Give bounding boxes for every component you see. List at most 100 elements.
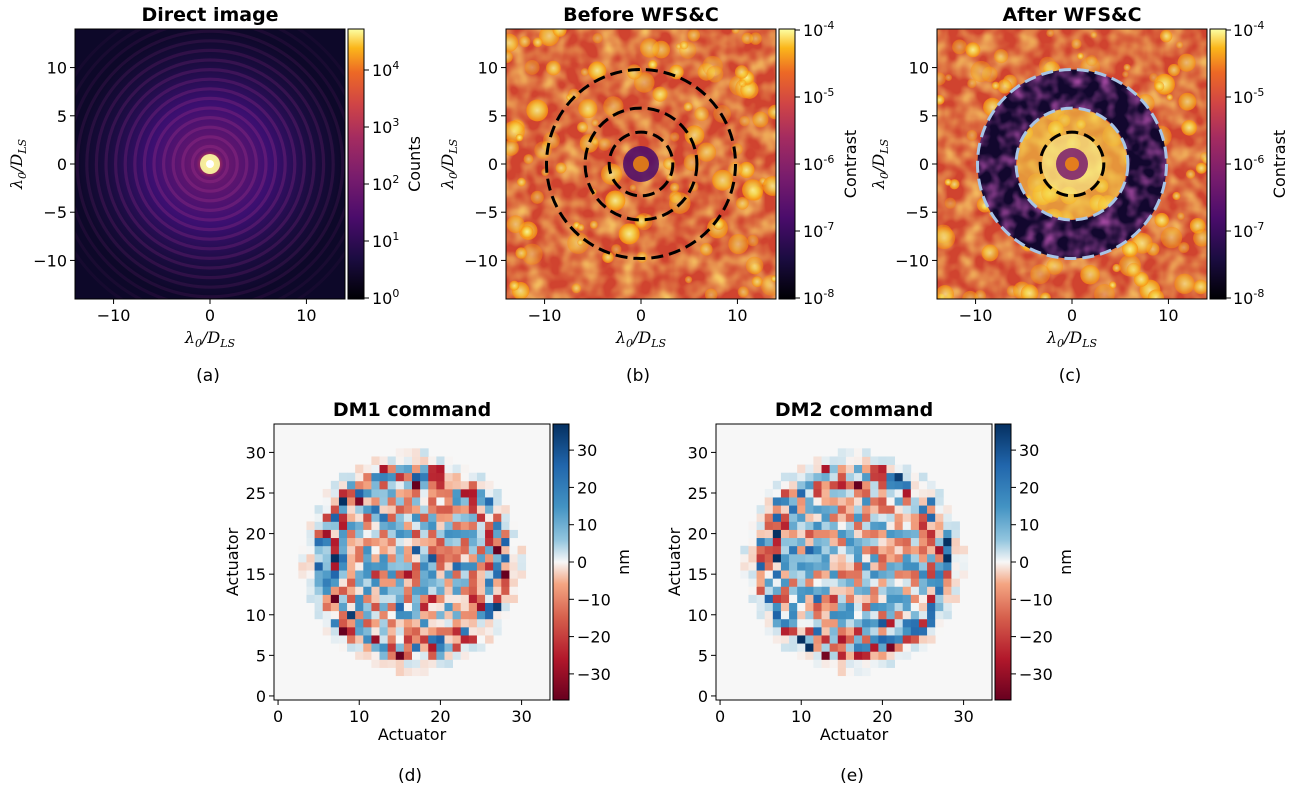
actuator-cell	[460, 618, 470, 628]
actuator-cell	[821, 594, 831, 603]
y-tick-label: −10	[33, 251, 67, 270]
actuator-cell	[845, 610, 855, 620]
speckle	[752, 111, 769, 128]
actuator-cell	[403, 456, 413, 465]
actuator-cell	[395, 586, 405, 595]
actuator-cell	[927, 586, 936, 595]
actuator-cell	[910, 562, 920, 571]
actuator-cell	[428, 488, 437, 498]
actuator-cell	[379, 472, 389, 482]
actuator-cell	[813, 488, 822, 498]
actuator-cell	[363, 545, 372, 555]
actuator-cell	[748, 553, 757, 563]
actuator-cell	[509, 570, 518, 579]
actuator-cell	[412, 578, 421, 587]
actuator-cell	[493, 602, 502, 612]
actuator-cell	[854, 626, 863, 636]
speckle	[519, 35, 531, 48]
actuator-cell	[387, 578, 397, 587]
actuator-cell	[829, 513, 839, 522]
colorbar-tick-label: 10-6	[803, 153, 834, 174]
actuator-cell	[387, 497, 397, 506]
actuator-cell	[347, 537, 356, 547]
speckle	[685, 276, 693, 284]
actuator-cell	[330, 537, 340, 547]
x-tick-label: 10	[791, 707, 811, 726]
actuator-cell	[764, 562, 774, 571]
speckle	[696, 142, 717, 162]
actuator-cell	[902, 570, 912, 579]
actuator-cell	[927, 610, 936, 620]
actuator-cell	[813, 586, 822, 595]
speckle	[506, 33, 519, 52]
y-axis-label: Actuator	[665, 527, 684, 596]
actuator-cell	[436, 529, 445, 539]
colorbar-ticks: 30 20 10 0 −10 −20 −30	[569, 441, 611, 684]
actuator-cell	[805, 505, 814, 514]
actuator-cell	[837, 497, 847, 506]
actuator-cell	[910, 643, 920, 652]
actuator-cell	[845, 488, 855, 498]
actuator-cell	[379, 464, 389, 474]
speckle	[639, 38, 660, 58]
speckle	[739, 115, 750, 127]
actuator-cell	[927, 488, 936, 498]
actuator-cell	[805, 562, 814, 571]
speckle	[634, 214, 648, 228]
actuator-cell	[387, 562, 397, 571]
actuator-cell	[493, 594, 502, 603]
actuator-cell	[314, 521, 324, 530]
actuator-cell	[797, 545, 806, 555]
actuator-cell	[395, 456, 405, 465]
actuator-cell	[902, 488, 912, 498]
actuator-cell	[420, 635, 429, 644]
actuator-cell	[910, 570, 920, 579]
actuator-cell	[306, 529, 315, 539]
speckle	[751, 276, 763, 288]
actuator-cell	[886, 488, 895, 498]
colorbar-tick-label: 104	[372, 59, 399, 80]
actuator-cell	[412, 635, 421, 644]
actuator-cell	[379, 594, 389, 603]
actuator-cell	[412, 570, 421, 579]
actuator-cell	[918, 594, 928, 603]
x-tick-label: 0	[636, 306, 646, 325]
actuator-cell	[854, 472, 863, 482]
actuator-cell	[322, 578, 332, 587]
actuator-cell	[821, 513, 831, 522]
actuator-cell	[821, 497, 831, 506]
actuator-cell	[428, 497, 437, 506]
actuator-cell	[805, 594, 814, 603]
actuator-cell	[837, 488, 847, 498]
actuator-cell	[444, 513, 453, 522]
y-tick-label: −10	[895, 251, 929, 270]
actuator-cell	[355, 505, 364, 514]
actuator-cell	[772, 626, 782, 636]
airy-ring	[133, 87, 287, 241]
actuator-cell	[870, 610, 879, 620]
actuator-cell	[886, 618, 895, 628]
actuator-cell	[959, 553, 969, 563]
airy-rings	[75, 29, 345, 299]
actuator-cell	[460, 553, 470, 563]
actuator-cell	[509, 586, 518, 595]
actuator-cell	[854, 521, 863, 530]
actuator-cell	[886, 643, 895, 652]
actuator-cell	[428, 562, 437, 571]
actuator-cell	[862, 602, 871, 612]
y-tick-label: 20	[246, 525, 266, 544]
actuator-cell	[509, 594, 518, 603]
actuator-cell	[902, 635, 912, 644]
actuator-cell	[436, 651, 445, 660]
actuator-cell	[902, 562, 912, 571]
speckle	[520, 225, 534, 239]
actuator-cell	[918, 537, 928, 547]
actuator-cell	[428, 505, 437, 514]
actuator-cell	[485, 610, 494, 620]
actuator-cell	[845, 472, 855, 482]
actuator-cell	[436, 618, 445, 628]
actuator-cell	[314, 529, 324, 539]
actuator-cell	[813, 505, 822, 514]
actuator-cell	[444, 643, 453, 652]
